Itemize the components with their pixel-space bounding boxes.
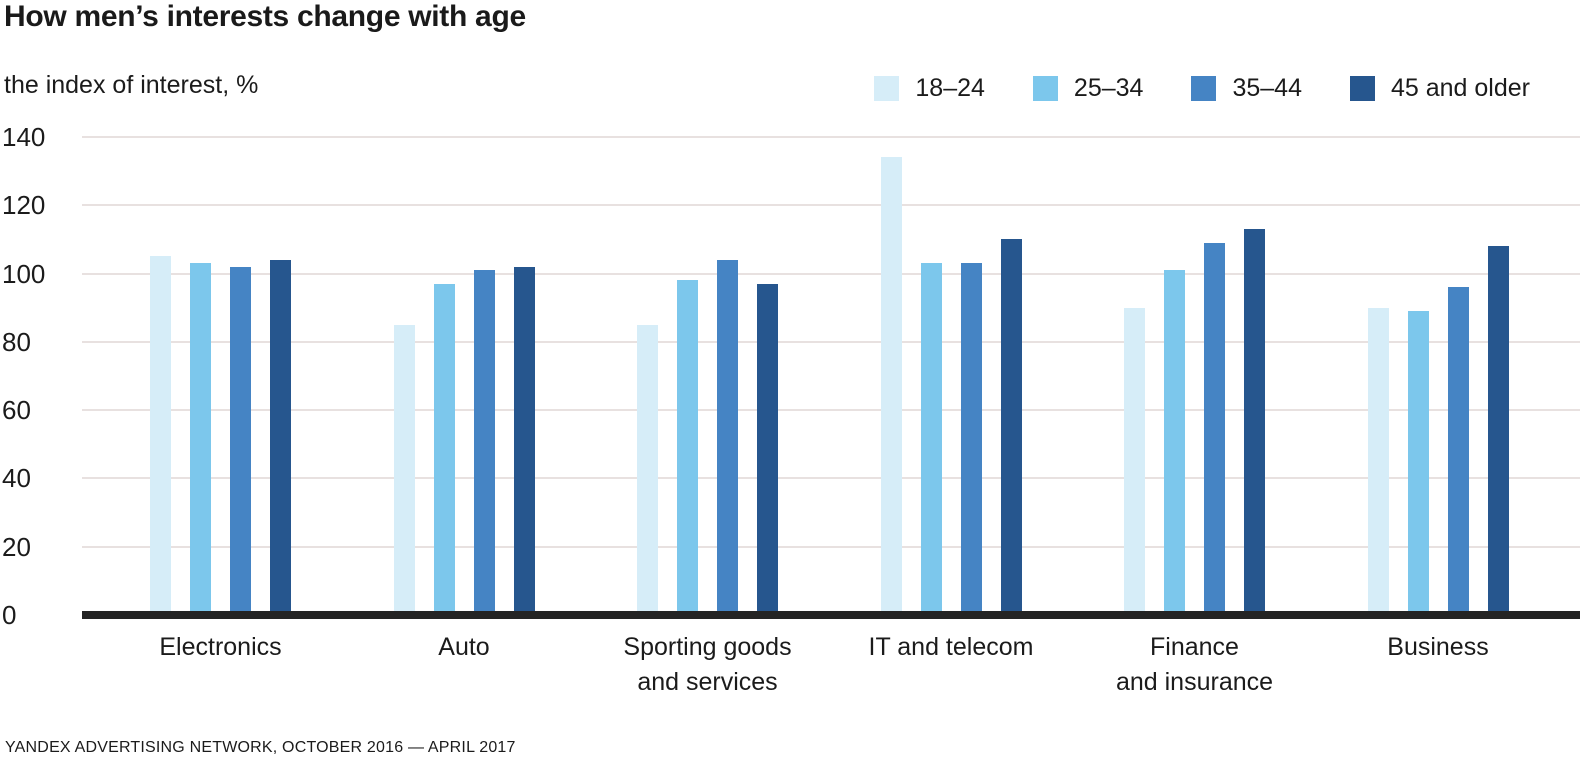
- x-axis-line: [82, 611, 1580, 619]
- bar-sporting-goods-and-services-25-34: [677, 280, 698, 611]
- legend-label-35-44: 35–44: [1232, 74, 1302, 102]
- legend-item-45-and-older: 45 and older: [1349, 74, 1530, 103]
- legend-item-35-44: 35–44: [1191, 74, 1302, 103]
- gridline-140: [82, 135, 1580, 138]
- bar-auto-18-24: [393, 324, 415, 611]
- legend: 18–24 25–34 35–44 45 and older: [874, 74, 1530, 103]
- gridline-40: [82, 477, 1580, 480]
- y-tick-label-80: 80: [2, 326, 31, 357]
- legend-item-25-34: 25–34: [1032, 74, 1144, 103]
- bar-business-18-24: [1367, 307, 1389, 611]
- chart-title: How men’s interests change with age: [4, 0, 526, 33]
- gridline-60: [82, 409, 1580, 412]
- bar-it-and-telecom-45-and-older: [1000, 239, 1022, 611]
- category-label-sporting-goods-and-services: Sporting goods and services: [623, 633, 792, 696]
- bar-electronics-45-and-older: [270, 259, 291, 611]
- bar-finance-and-insurance-35-44: [1204, 242, 1225, 611]
- bar-it-and-telecom-35-44: [960, 263, 982, 611]
- legend-label-18-24: 18–24: [915, 74, 985, 102]
- y-tick-label-140: 140: [2, 121, 46, 152]
- bar-business-25-34: [1407, 311, 1429, 611]
- bar-sporting-goods-and-services-45-and-older: [757, 283, 778, 611]
- bar-sporting-goods-and-services-35-44: [717, 259, 738, 611]
- bar-auto-35-44: [473, 270, 495, 611]
- y-tick-label-0: 0: [2, 600, 17, 630]
- y-tick-label-40: 40: [2, 463, 31, 494]
- category-label-electronics: Electronics: [159, 633, 282, 661]
- y-tick-label-20: 20: [2, 531, 31, 562]
- bar-it-and-telecom-18-24: [880, 157, 902, 611]
- legend-item-18-24: 18–24: [874, 74, 985, 103]
- bar-electronics-25-34: [190, 263, 211, 611]
- legend-label-25-34: 25–34: [1073, 74, 1144, 102]
- gridline-80: [82, 340, 1580, 343]
- bar-sporting-goods-and-services-18-24: [637, 324, 658, 611]
- gridline-100: [82, 272, 1580, 275]
- bar-auto-25-34: [433, 283, 455, 611]
- bar-it-and-telecom-25-34: [920, 263, 942, 611]
- category-label-finance-and-insurance: Finance and insurance: [1115, 633, 1274, 696]
- legend-swatch-45-and-older: [1349, 76, 1375, 101]
- y-tick-label-120: 120: [2, 190, 46, 221]
- category-label-business: Business: [1387, 633, 1489, 661]
- gridline-20: [82, 545, 1580, 548]
- legend-label-45-and-older: 45 and older: [1390, 74, 1530, 102]
- bar-electronics-35-44: [230, 266, 251, 611]
- bar-finance-and-insurance-25-34: [1164, 270, 1185, 611]
- bar-auto-45-and-older: [513, 266, 535, 611]
- bar-finance-and-insurance-45-and-older: [1244, 229, 1265, 611]
- category-label-it-and-telecom: IT and telecom: [868, 633, 1034, 661]
- source-note: YANDEX ADVERTISING NETWORK, OCTOBER 2016…: [5, 739, 516, 756]
- bar-business-45-and-older: [1487, 246, 1509, 611]
- gridline-120: [82, 204, 1580, 207]
- y-tick-label-100: 100: [2, 258, 46, 289]
- bar-business-35-44: [1447, 287, 1469, 611]
- y-axis-unit-label: the index of interest, %: [4, 71, 259, 99]
- category-label-auto: Auto: [438, 633, 490, 661]
- bar-electronics-18-24: [150, 256, 171, 611]
- y-tick-label-60: 60: [2, 395, 31, 426]
- legend-swatch-35-44: [1191, 76, 1217, 101]
- legend-swatch-25-34: [1032, 76, 1058, 101]
- bar-finance-and-insurance-18-24: [1124, 307, 1145, 611]
- legend-swatch-18-24: [874, 76, 900, 101]
